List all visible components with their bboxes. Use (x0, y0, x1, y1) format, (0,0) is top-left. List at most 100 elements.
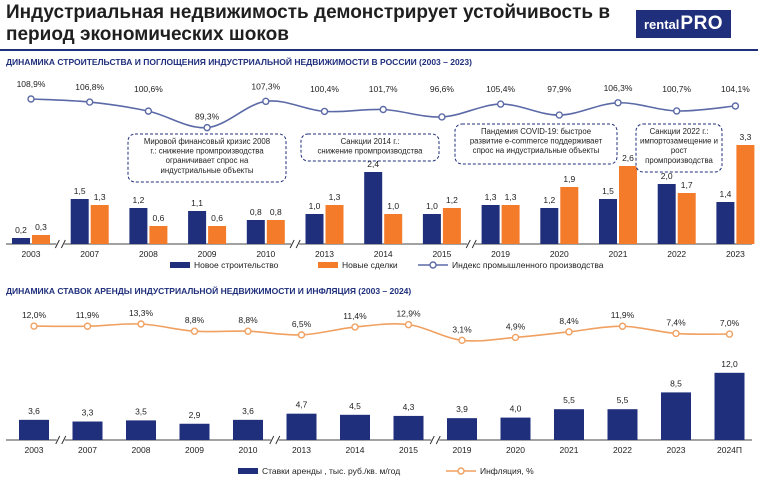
bar-new-deals (677, 193, 696, 244)
bar-label-rent: 5,5 (617, 395, 629, 405)
bar-label-deals: 3,3 (739, 132, 751, 142)
inflation-label: 7,4% (666, 317, 686, 327)
production-index-label: 101,7% (369, 84, 398, 94)
axis-break-mark (60, 239, 66, 249)
bar-new-deals (325, 205, 344, 244)
production-index-label: 100,7% (662, 84, 691, 94)
production-index-point (27, 95, 35, 103)
x-tick-label: 2022 (613, 445, 632, 455)
production-index-point (320, 107, 329, 116)
construction-chart: 108,9% 106,8% 100,6% 89,3% 107,3% 100,4% 101,7… (6, 79, 755, 270)
annotation-line: промпроизводства (645, 156, 713, 165)
production-index-label: 100,4% (310, 84, 339, 94)
bar-new-construction (246, 220, 265, 244)
bar-label-rent: 12,0 (721, 359, 738, 369)
bar-new-deals (501, 205, 520, 244)
production-index-label: 100,6% (134, 84, 163, 94)
production-index-label: 89,3% (195, 112, 220, 122)
bar-new-construction (657, 184, 676, 244)
bar-label-construction: 2,0 (661, 171, 673, 181)
x-tick-label: 2021 (609, 249, 628, 259)
production-index-point (555, 111, 563, 119)
bar-rent (126, 420, 156, 440)
x-tick-label: 2021 (560, 445, 579, 455)
production-index-point (673, 107, 681, 115)
production-index-point (438, 113, 446, 121)
axis-break-gap (291, 239, 300, 249)
bar-label-rent: 2,9 (189, 410, 201, 420)
bar-rent (661, 392, 691, 440)
x-tick-label: 2009 (185, 445, 204, 455)
bar-label-rent: 4,0 (510, 404, 522, 414)
inflation-point (244, 327, 252, 335)
inflation-point (83, 322, 92, 330)
inflation-label: 12,0% (22, 310, 47, 320)
bar-label-deals: 1,3 (329, 192, 341, 202)
bar-label-rent: 3,6 (28, 406, 40, 416)
x-tick-label: 2007 (80, 249, 99, 259)
annotation-line: Санкции 2014 г.: (341, 137, 400, 146)
bar-label-deals: 0,6 (211, 213, 223, 223)
production-index-point (85, 98, 94, 106)
bar-label-rent: 3,9 (456, 404, 468, 414)
x-tick-label: 2023 (667, 445, 686, 455)
bar-label-deals: 2,6 (622, 153, 634, 163)
bar-new-deals (90, 205, 109, 244)
annotation-line: импортозамещение и (640, 137, 718, 146)
axis-break-gap (431, 435, 440, 445)
bar-new-deals (32, 235, 50, 244)
annotation-line: снижение промпроизводства (318, 147, 424, 156)
production-index-point (731, 102, 740, 110)
production-index-label: 96,6% (430, 84, 455, 94)
bar-new-deals (442, 208, 461, 244)
bar-new-construction (540, 208, 559, 244)
axis-break-mark (269, 435, 275, 445)
x-tick-label: 2020 (506, 445, 525, 455)
production-index-label: 106,8% (75, 82, 104, 92)
inflation-label: 11,4% (343, 311, 367, 321)
chart1-title: ДИНАМИКА СТРОИТЕЛЬСТВА И ПОГЛОЩЕНИЯ ИНДУ… (6, 57, 472, 67)
axis-break-mark (295, 239, 301, 249)
bar-new-construction (364, 172, 383, 244)
inflation-point (618, 322, 627, 330)
legend-label-rent: Ставки аренды , тыс. руб./кв. м/год (262, 466, 400, 476)
x-tick-label: 2014 (374, 249, 393, 259)
legend-swatch-rent (238, 468, 258, 474)
axis-break-gap (270, 435, 279, 445)
x-tick-label: 2013 (292, 445, 311, 455)
x-tick-label: 2022 (667, 249, 686, 259)
inflation-line (33, 323, 730, 342)
bar-label-rent: 4,5 (349, 401, 361, 411)
bar-rent (500, 417, 531, 440)
production-index-label: 108,9% (17, 79, 46, 89)
x-tick-label: 2008 (139, 249, 158, 259)
x-tick-label: 2019 (453, 445, 472, 455)
production-index-label: 106,3% (604, 83, 633, 93)
legend-marker-inflation (457, 467, 465, 475)
x-tick-label: 2010 (239, 445, 258, 455)
bar-rent (286, 413, 317, 440)
legend-label-construction: Новое строительство (194, 260, 279, 270)
bar-label-construction: 1,2 (543, 195, 555, 205)
bar-label-construction: 1,3 (485, 192, 497, 202)
bar-label-deals: 1,2 (446, 195, 458, 205)
axis-break-mark (55, 435, 61, 445)
bar-label-deals: 1,9 (563, 174, 575, 184)
annotation-text: Санкции 2014 г.: снижение промпроизводств… (318, 137, 424, 156)
bar-label-construction: 1,5 (74, 186, 86, 196)
bar-new-construction (70, 199, 89, 244)
bar-label-deals: 0,8 (270, 207, 282, 217)
production-index-label: 104,1% (721, 84, 750, 94)
bar-label-construction: 0,8 (250, 207, 262, 217)
bar-label-rent: 5,5 (563, 395, 575, 405)
logo-main: PRO (680, 13, 724, 34)
axis-break-mark (471, 239, 477, 249)
bar-label-construction: 2,4 (367, 159, 379, 169)
axis-break-gap (56, 239, 65, 249)
inflation-point (725, 330, 734, 338)
inflation-label: 6,5% (292, 319, 312, 329)
bar-rent (179, 423, 210, 440)
rentalpro-logo: rental PRO (636, 10, 732, 38)
bar-new-deals (560, 187, 579, 244)
annotation-text: Мировой финансовый кризис 2008 г.: снижен… (144, 137, 270, 175)
